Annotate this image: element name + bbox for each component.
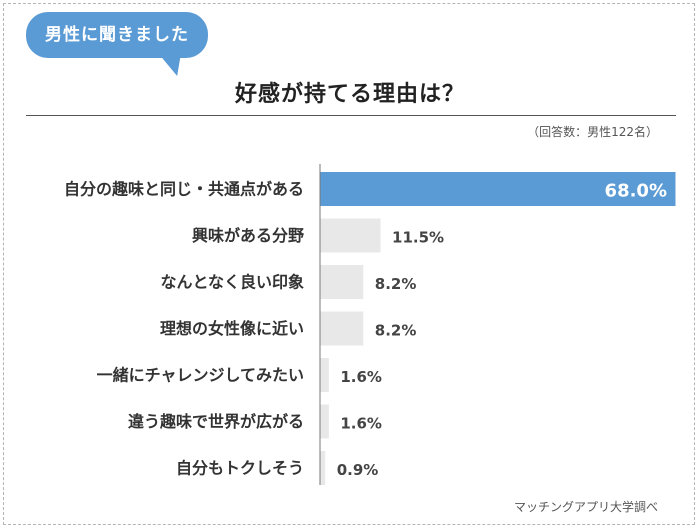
bar-4 [320,358,329,392]
category-label-6: 自分もトクしそう [176,459,304,478]
value-label-1: 11.5% [392,229,444,247]
source-credit: マッチングアプリ大学調べ [513,500,658,514]
value-label-6: 0.9% [337,461,379,479]
value-label-3: 8.2% [375,322,417,340]
respondent-note: （回答数：男性122名） [527,125,658,139]
title-divider [26,115,676,116]
chart-frame [3,3,695,525]
value-label-2: 8.2% [375,275,417,293]
respondent-badge: 男性に聞きました [26,12,208,58]
bar-5 [320,404,329,439]
category-label-5: 違う趣味で世界が広がる [128,412,304,431]
category-label-4: 一緒にチャレンジしてみたい [97,366,304,385]
bar-0 [320,172,676,206]
category-label-0: 自分の趣味と同じ・共通点がある [64,180,304,199]
value-label-4: 1.6% [340,368,382,386]
bar-6 [320,451,326,485]
bar-1 [320,218,381,253]
value-label-0: 68.0% [605,181,667,202]
bar-3 [320,311,364,346]
category-label-2: なんとなく良い印象 [160,273,304,292]
chart-title: 好感が持てる理由は？ [234,82,465,107]
value-label-5: 1.6% [340,415,382,433]
category-label-1: 興味がある分野 [192,226,304,245]
bar-2 [320,265,364,299]
category-label-3: 理想の女性像に近い [160,319,304,338]
